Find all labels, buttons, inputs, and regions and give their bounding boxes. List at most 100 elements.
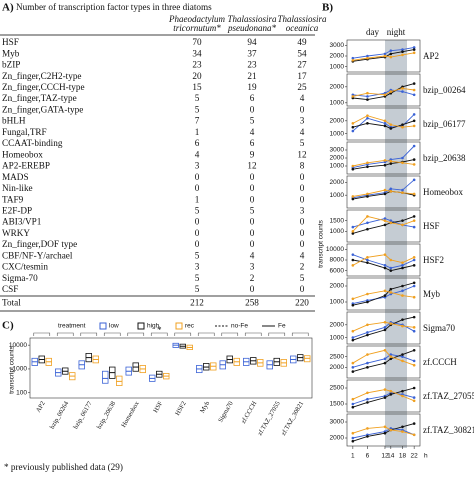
bracket [127,332,145,336]
panel-frame [346,345,421,379]
point [389,389,393,393]
point [412,51,416,55]
point [389,258,393,262]
panel-label: A) [2,2,14,14]
y-tick-label: 1000 [330,100,345,107]
point [351,230,355,233]
point [383,326,387,329]
legend-label: Fe [278,323,286,330]
point [412,396,416,399]
table-cell: 25 [297,82,307,92]
gene-label: bzip_20638 [423,153,466,163]
column-header: Thalassiosira [277,14,327,24]
point [389,221,393,225]
point [366,215,369,218]
point [366,256,369,259]
row-label: Zn_finger,GATA-type [2,104,83,114]
point [389,291,393,294]
row-label: HSF [2,37,19,47]
point [351,397,355,401]
point [351,329,355,333]
point [389,355,393,358]
column-header: tricornutum* [173,23,221,33]
point [389,428,393,432]
point [351,338,355,342]
series-line [352,215,415,234]
series-line [352,89,415,97]
point [412,82,416,85]
point [366,333,369,337]
row-label: CSF [2,284,18,294]
point [351,366,355,369]
point [383,192,387,196]
point [366,98,369,101]
table-cell: 23 [247,60,257,70]
y-tick-label: 3000 [330,419,345,426]
gene-label: bzip_06177 [423,119,466,129]
point [412,433,416,437]
point [351,95,355,98]
table-cell: 5 [195,273,200,283]
table-cell: 19 [247,82,257,92]
table-cell: 0 [250,284,255,294]
table-cell: 0 [195,239,200,249]
series-line [352,159,415,170]
row-label: CBF/NF-Y/archael [2,250,73,260]
panel-frame [346,73,421,107]
table-title: Number of transcription factor types in … [16,2,212,12]
table-cell: 4 [195,149,200,159]
row-label: WRKY [2,228,30,238]
point [383,122,387,125]
table-cell: 8 [300,161,305,171]
point [401,188,404,192]
table-cell: 20 [192,71,202,81]
table-cell: 0 [250,183,255,193]
point [351,436,355,440]
panel-label: C) [2,320,14,332]
table-cell: 0 [250,194,255,204]
series-line [352,426,415,436]
point [383,289,387,293]
bracket [291,332,309,336]
point [401,264,404,267]
day-label: day [366,27,379,37]
point [412,113,416,116]
table-cell: 27 [297,60,307,70]
point [389,353,393,356]
series-line [352,83,415,101]
point [366,95,369,98]
table-cell: 3 [195,262,200,272]
point [401,289,404,293]
point [401,261,404,264]
point [366,397,369,401]
point [351,370,355,373]
point [383,119,387,123]
series-line [352,387,415,408]
point [383,264,387,267]
point [366,114,369,117]
x-tick-label: 22 [411,453,419,460]
column-header: pseudonana* [227,23,276,33]
point [366,192,369,196]
column-header: oceanica [286,23,319,33]
series-line [352,316,415,341]
legend-swatch [99,322,107,330]
point [383,253,387,256]
point [383,266,387,270]
y-axis-label: transcript counts [318,219,325,267]
table-cell: 3 [300,116,305,126]
point [401,425,404,429]
x-tick-label: 6 [366,453,370,460]
y-tick-label: 1000 [330,130,345,137]
bracket [150,332,168,336]
series-line [352,254,415,266]
point [366,435,369,438]
point [389,357,393,361]
table-cell: 0 [300,172,305,182]
y-tick-label: 3000 [330,42,345,49]
point [412,326,416,329]
row-label: bHLH [2,116,26,126]
series-line [352,120,415,129]
point [366,361,369,365]
series-line [352,159,415,167]
